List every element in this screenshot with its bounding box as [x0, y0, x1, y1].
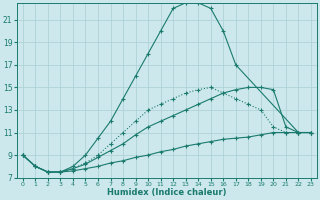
X-axis label: Humidex (Indice chaleur): Humidex (Indice chaleur): [107, 188, 227, 197]
